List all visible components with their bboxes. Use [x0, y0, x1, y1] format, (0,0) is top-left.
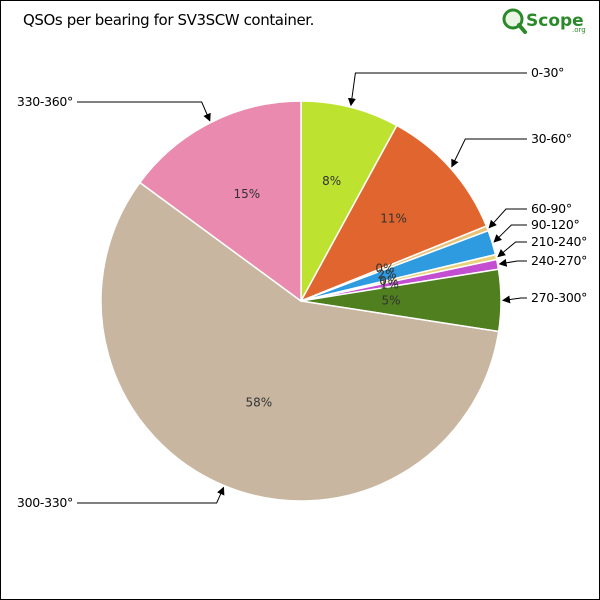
callout-leader-line	[451, 138, 527, 168]
slice-category-label: 90-120°	[531, 217, 579, 232]
pie-slice-30-60	[299, 124, 488, 303]
slice-category-label: 240-270°	[531, 253, 587, 268]
slice-category-label: 300-330°	[17, 495, 73, 510]
callout-leader-line	[493, 224, 527, 243]
slice-category-label: 330-360°	[17, 94, 73, 109]
pie-slice-300-330	[100, 181, 500, 502]
slice-percent-label: 11%	[380, 212, 407, 226]
callout-leader-line	[77, 101, 211, 122]
slice-percent-label: 0%	[375, 261, 394, 275]
slice-percent-label: 0%	[379, 274, 398, 288]
slice-percent-label: 1%	[380, 278, 399, 292]
callout-leader-line	[502, 295, 527, 304]
slice-category-label: 270-300°	[531, 290, 587, 305]
qscope-logo: Scope .org	[502, 8, 586, 34]
slice-category-label: 30-60°	[531, 131, 572, 146]
callout-leader-line	[498, 258, 527, 267]
callout-leader-line	[77, 486, 225, 504]
slice-percent-label: 2%	[378, 268, 397, 282]
slice-category-label: 0-30°	[531, 65, 564, 80]
logo-text: Scope	[526, 11, 584, 31]
pie-slice-0-30	[300, 100, 398, 302]
slice-category-label: 60-90°	[531, 201, 572, 216]
slice-percent-label: 5%	[381, 294, 400, 308]
magnifier-icon	[502, 8, 524, 30]
callout-leader-line	[347, 72, 527, 107]
callout-leader-line	[488, 208, 527, 229]
callout-leader-line	[497, 241, 527, 258]
slice-category-label: 210-240°	[531, 234, 587, 249]
logo-suffix: .org	[572, 26, 586, 34]
pie-slice-330-360	[138, 100, 302, 303]
slice-percent-label: 8%	[322, 174, 341, 188]
slice-percent-label: 58%	[245, 396, 272, 410]
chart-title: QSOs per bearing for SV3SCW container.	[23, 11, 315, 29]
slice-percent-label: 15%	[233, 187, 260, 201]
